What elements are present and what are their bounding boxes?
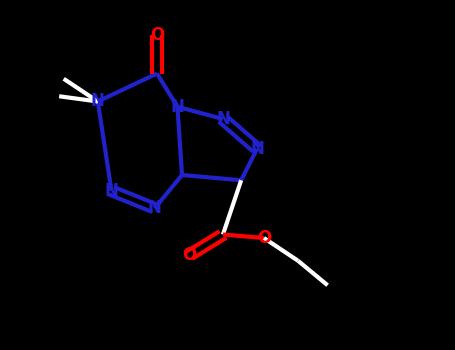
Text: N: N: [91, 92, 105, 111]
Text: O: O: [182, 246, 196, 265]
Text: N: N: [250, 140, 264, 158]
Text: O: O: [150, 26, 164, 44]
Text: O: O: [257, 229, 271, 247]
Text: N: N: [105, 182, 118, 200]
Text: N: N: [171, 98, 184, 116]
Text: N: N: [148, 199, 162, 217]
Text: N: N: [216, 110, 230, 128]
